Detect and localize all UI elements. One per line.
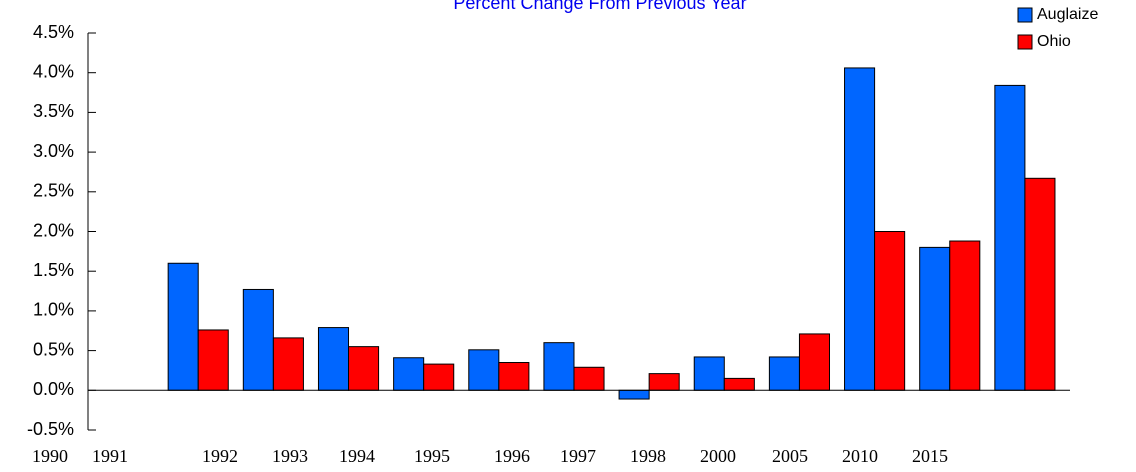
bar — [242, 288, 274, 391]
bar — [693, 356, 725, 391]
y-tick-label: -0.5% — [27, 419, 74, 439]
y-tick-label: 2.5% — [33, 181, 74, 201]
bar — [468, 349, 500, 391]
bar — [874, 231, 906, 391]
bar — [197, 329, 229, 391]
y-tick-label: 0.5% — [33, 339, 74, 359]
bar — [167, 262, 199, 391]
x-tick-label: 1992 — [202, 446, 238, 466]
legend-label: Auglaize — [1037, 6, 1098, 23]
y-tick-label: 1.5% — [33, 260, 74, 280]
y-tick-label: 0.0% — [33, 379, 74, 399]
x-tick-label: 2000 — [700, 446, 736, 466]
x-tick-label: 2010 — [842, 446, 878, 466]
bar — [348, 346, 380, 391]
bar — [1024, 177, 1056, 391]
x-tick-label: 1997 — [560, 446, 596, 466]
legend-label: Ohio — [1037, 33, 1071, 50]
y-tick-label: 3.5% — [33, 101, 74, 121]
bar — [317, 327, 350, 391]
x-tick-label: 2005 — [772, 446, 808, 466]
legend-swatch — [1017, 34, 1033, 50]
y-tick-label: 1.0% — [33, 300, 74, 320]
bar — [393, 357, 425, 391]
bar — [723, 377, 755, 391]
bar — [648, 373, 680, 391]
bar — [949, 240, 981, 391]
x-tick-label: 2015 — [912, 446, 948, 466]
y-tick-label: 3.0% — [33, 141, 74, 161]
x-tick-label: 1993 — [272, 446, 308, 466]
y-tick-label: 4.5% — [33, 22, 74, 42]
legend-swatch — [1017, 7, 1033, 23]
x-tick-label: 1996 — [494, 446, 530, 466]
y-tick-label: 4.0% — [33, 61, 74, 81]
x-tick-label: 1998 — [630, 446, 666, 466]
bar — [994, 84, 1026, 391]
bar — [798, 333, 831, 391]
bar — [618, 389, 650, 400]
bar — [573, 366, 605, 391]
y-tick-label: 2.0% — [33, 220, 74, 240]
bar — [844, 67, 876, 391]
x-tick-label: 1994 — [339, 446, 375, 466]
bar — [543, 342, 575, 391]
bar — [272, 337, 304, 391]
bar — [919, 246, 951, 391]
chart-title: Percent Change From Previous Year — [453, 0, 746, 13]
bar — [768, 356, 800, 391]
x-tick-label: 1990 — [32, 446, 68, 466]
bar — [423, 363, 455, 391]
x-tick-label: 1995 — [414, 446, 450, 466]
bar — [498, 362, 530, 391]
x-tick-label: 1991 — [92, 446, 128, 466]
